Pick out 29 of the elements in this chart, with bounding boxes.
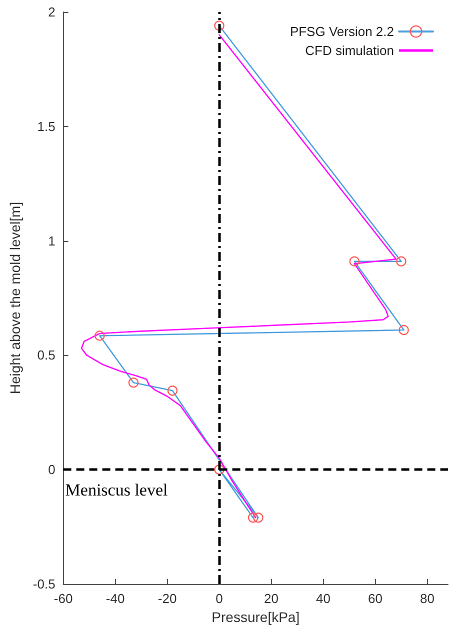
y-tick-label: 1.5 [37,118,56,134]
y-tick-label: 2 [48,4,56,20]
x-tick-label: -20 [158,591,177,606]
y-tick-label: -0.5 [32,576,56,592]
x-tick-label: 20 [264,591,278,606]
ref-line-label: Meniscus level [65,480,168,500]
point [128,378,139,388]
point [349,256,360,266]
point [214,464,224,475]
point [398,324,409,336]
x-axis-title: Pressure[kPa] [212,609,300,625]
point [94,330,105,341]
point [167,386,178,396]
point [214,20,224,31]
x-tick-label: -60 [54,591,73,606]
x-tick-label: 60 [368,591,382,606]
y-tick-label: 0.5 [37,348,56,363]
y-tick-label: 1 [48,233,56,248]
y-axis-title: Height above the mold level[m] [7,202,23,394]
y-tick-label: 0 [48,462,56,478]
legend-label: CFD simulation [305,43,394,58]
point [396,256,406,266]
point [253,512,264,523]
point [248,512,258,523]
x-tick-label: 40 [316,591,330,606]
legend-label: PFSG Version 2.2 [290,24,394,39]
x-tick-label: 80 [420,591,434,606]
x-tick-label: -40 [106,591,125,606]
x-tick-label: 0 [216,591,223,606]
